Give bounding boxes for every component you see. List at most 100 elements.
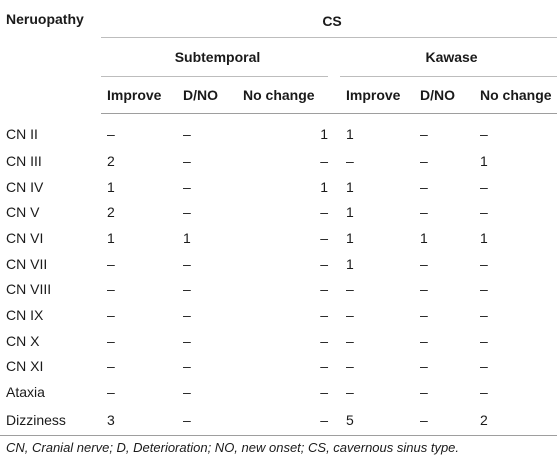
row-label: CN IX <box>6 306 44 323</box>
table-cell: – <box>346 358 354 375</box>
group-header: CS <box>101 4 557 38</box>
table-cell: – <box>107 384 115 401</box>
column-header: D/NO <box>414 76 474 114</box>
column-gap <box>328 114 340 149</box>
table-cell: – <box>420 306 428 323</box>
table-cell: – <box>183 384 191 401</box>
column-gap <box>328 76 340 114</box>
table-row: CN IV 1 – 1 1 – – <box>0 174 557 200</box>
table-cell: 1 <box>107 229 115 246</box>
table-row: CN VI 1 1 – 1 1 1 <box>0 225 557 251</box>
table-cell: 2 <box>107 152 115 169</box>
table-cell: – <box>183 281 191 298</box>
subgroup-header-kawase: Kawase <box>340 37 557 77</box>
table-cell: 1 <box>320 126 328 142</box>
table-cell: – <box>107 255 115 272</box>
column-gap <box>328 276 340 302</box>
table-cell: – <box>183 358 191 375</box>
table-cell: – <box>480 204 488 221</box>
row-label: CN VIII <box>6 281 52 298</box>
column-gap <box>328 174 340 200</box>
table-cell: – <box>420 384 428 401</box>
row-label: CN IV <box>6 178 44 195</box>
table-cell: – <box>320 332 328 349</box>
table-cell: – <box>107 358 115 375</box>
table-cell: – <box>480 126 488 142</box>
column-gap <box>328 379 340 405</box>
table-cell: – <box>183 306 191 323</box>
table-cell: 3 <box>101 404 177 436</box>
table-cell: 1 <box>480 152 488 169</box>
table-cell: – <box>183 178 191 195</box>
results-table: Neruopathy CS Subtemporal Kawase Improve… <box>0 4 557 436</box>
table-cell: 1 <box>346 126 354 142</box>
table-cell: 1 <box>346 229 354 246</box>
table-cell: 5 <box>340 404 414 436</box>
table-cell: – <box>480 178 488 195</box>
table-cell: – <box>480 332 488 349</box>
row-label: CN VII <box>6 255 48 272</box>
table-row: CN III 2 – – – – 1 <box>0 148 557 174</box>
table-cell: – <box>480 384 488 401</box>
column-gap <box>328 328 340 354</box>
table-row: Ataxia – – – – – – <box>0 379 557 405</box>
row-label: CN III <box>6 152 42 169</box>
table-cell: – <box>346 152 354 169</box>
table-cell: – <box>320 229 328 246</box>
table-row: CN XI – – – – – – <box>0 354 557 380</box>
table-cell: – <box>420 204 428 221</box>
table-cell: 1 <box>320 178 328 195</box>
table-cell: – <box>420 281 428 298</box>
table-body: CN II – – 1 1 – – CN III 2 – – – – 1 CN IV 1 – 1 1 – – CN V 2 –… <box>0 114 557 436</box>
column-gap <box>328 404 340 436</box>
row-header-label: Neruopathy <box>6 11 84 27</box>
column-gap <box>328 302 340 328</box>
table-cell: – <box>420 152 428 169</box>
table-cell: – <box>420 358 428 375</box>
table-cell: 1 <box>420 229 428 246</box>
table-row: CN VII – – – 1 – – <box>0 251 557 277</box>
table-cell: – <box>183 332 191 349</box>
table-cell: – <box>346 306 354 323</box>
table-cell: – <box>320 204 328 221</box>
table-cell: – <box>107 126 115 142</box>
table-cell: 1 <box>346 178 354 195</box>
table-cell: – <box>346 332 354 349</box>
row-label: CN XI <box>6 358 44 375</box>
table-cell: – <box>107 306 115 323</box>
column-header: No change <box>237 76 328 114</box>
table-cell: – <box>346 281 354 298</box>
table-cell: – <box>237 404 328 436</box>
table-cell: – <box>183 152 191 169</box>
row-label: Dizziness <box>0 404 101 436</box>
row-label: CN V <box>6 204 40 221</box>
table-cell: – <box>480 281 488 298</box>
table-cell: – <box>414 404 474 436</box>
table-cell: – <box>320 255 328 272</box>
column-header: Improve <box>340 76 414 114</box>
column-gap <box>328 354 340 380</box>
table-row: CN V 2 – – 1 – – <box>0 199 557 225</box>
table-cell: – <box>480 255 488 272</box>
column-gap <box>328 199 340 225</box>
column-header: No change <box>474 76 557 114</box>
subgroup-gap <box>328 38 340 77</box>
table-cell: 2 <box>474 404 557 436</box>
table-cell: – <box>177 404 237 436</box>
table-footnote: CN, Cranial nerve; D, Deterioration; NO,… <box>6 440 460 455</box>
table-cell: 1 <box>480 229 488 246</box>
table-cell: – <box>420 255 428 272</box>
table-cell: – <box>183 126 191 142</box>
table-cell: 1 <box>346 204 354 221</box>
table-row: CN IX – – – – – – <box>0 302 557 328</box>
table-row: CN II – – 1 1 – – <box>0 114 557 149</box>
table-cell: – <box>320 281 328 298</box>
table-cell: – <box>420 126 428 142</box>
table-cell: – <box>183 204 191 221</box>
table-cell: – <box>346 384 354 401</box>
table-cell: – <box>320 384 328 401</box>
table-cell: – <box>183 255 191 272</box>
column-gap <box>328 148 340 174</box>
row-label: CN II <box>6 125 38 142</box>
